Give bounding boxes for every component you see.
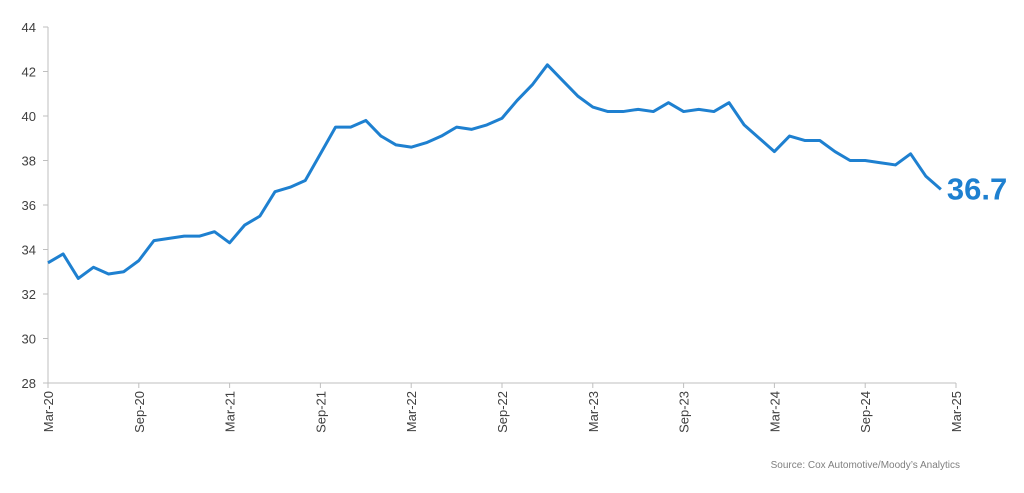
y-tick-label: 40 — [22, 109, 36, 124]
source-note: Source: Cox Automotive/Moody’s Analytics — [771, 460, 960, 471]
y-tick-label: 28 — [22, 376, 36, 391]
y-tick-label: 30 — [22, 332, 36, 347]
x-tick-label: Mar-23 — [586, 391, 601, 432]
y-tick-label: 34 — [22, 243, 36, 258]
y-tick-label: 38 — [22, 154, 36, 169]
x-tick-label: Mar-25 — [949, 391, 964, 432]
x-tick-label: Sep-20 — [132, 391, 147, 433]
x-tick-label: Mar-20 — [41, 391, 56, 432]
x-tick-label: Sep-24 — [858, 391, 873, 433]
y-tick-label: 32 — [22, 287, 36, 302]
data-line — [47, 63, 942, 280]
x-tick-label: Mar-22 — [404, 391, 419, 432]
y-tick-label: 36 — [22, 198, 36, 213]
x-tick-label: Mar-24 — [767, 391, 782, 432]
x-tick-label: Sep-21 — [313, 391, 328, 433]
value-label: 36.7 — [947, 171, 1007, 206]
y-tick-label: 44 — [22, 20, 36, 35]
y-tick-label: 42 — [22, 65, 36, 80]
x-tick-label: Sep-23 — [677, 391, 692, 433]
x-tick-label: Sep-22 — [495, 391, 510, 433]
x-tick-label: Mar-21 — [223, 391, 238, 432]
